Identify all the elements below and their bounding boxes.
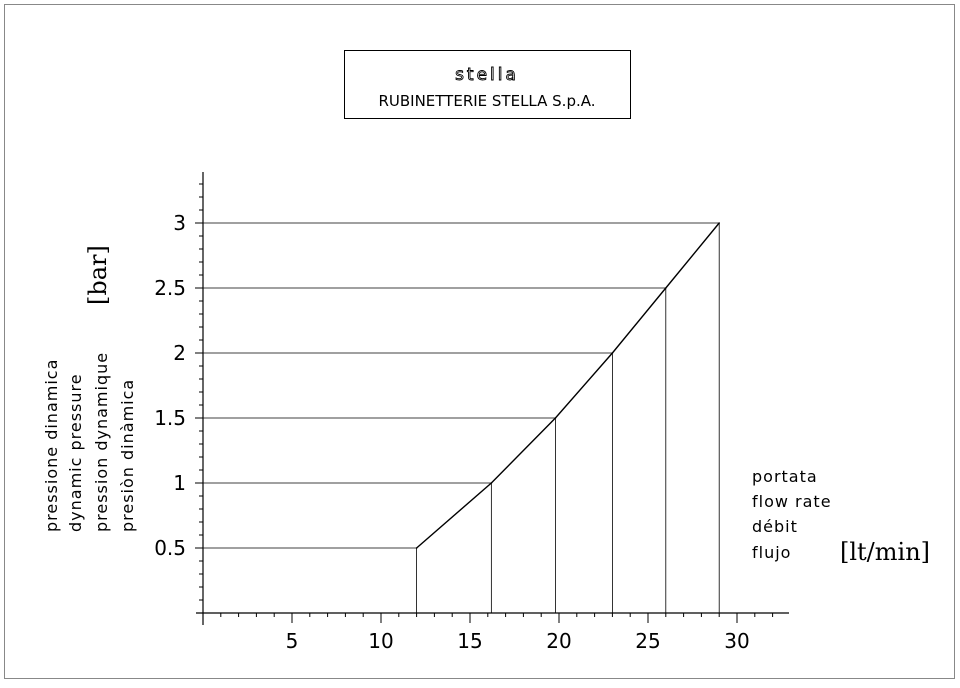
minor-ticks — [195, 183, 774, 623]
y-tick-label: 3 — [173, 211, 186, 235]
y-tick-label: 1.5 — [154, 406, 186, 430]
drop-lines — [203, 222, 720, 613]
xlabel-unit: [lt/min] — [840, 538, 930, 566]
outer-border — [4, 4, 955, 679]
ylabel-unit: [bar] — [84, 245, 112, 305]
data-point — [490, 482, 493, 484]
ylabel-line-1: pressione dinamica — [42, 359, 61, 532]
header-box: stella RUBINETTERIE STELLA S.p.A. — [344, 50, 631, 119]
data-point — [554, 417, 557, 419]
x-tick-label: 30 — [724, 629, 749, 653]
company-name: RUBINETTERIE STELLA S.p.A. — [378, 92, 595, 110]
x-tick-label: 5 — [286, 629, 299, 653]
xlabel-line-4: flujo — [752, 543, 791, 562]
x-tick-label: 15 — [457, 629, 482, 653]
y-axis-label: pressione dinamica dynamic pressure pres… — [42, 245, 137, 532]
data-point — [718, 222, 720, 224]
xlabel-line-3: débit — [752, 517, 798, 536]
series-line — [416, 222, 720, 549]
series-group — [415, 222, 720, 549]
ylabel-line-2: dynamic pressure — [66, 373, 85, 532]
ylabel-line-4: presiòn dinàmica — [118, 379, 137, 532]
xlabel-line-1: portata — [752, 467, 818, 486]
y-tick-labels: 0.5 1 1.5 2 2.5 3 — [154, 211, 186, 560]
data-point — [415, 547, 418, 549]
y-tick-label: 0.5 — [154, 536, 186, 560]
x-tick-label: 10 — [368, 629, 393, 653]
x-tick-label: 25 — [635, 629, 660, 653]
y-tick-label: 2.5 — [154, 276, 186, 300]
x-tick-label: 20 — [546, 629, 571, 653]
x-axis-label: portata flow rate débit flujo [lt/min] — [752, 467, 930, 566]
xlabel-line-2: flow rate — [752, 492, 832, 511]
y-tick-label: 1 — [173, 471, 186, 495]
y-tick-label: 2 — [173, 341, 186, 365]
header-border — [344, 50, 631, 119]
x-tick-labels: 5 10 15 20 25 30 — [286, 629, 750, 653]
stella-logo: stella — [455, 65, 519, 85]
data-point — [665, 287, 667, 289]
ylabel-line-3: pression dynamique — [92, 352, 111, 532]
data-point — [611, 352, 614, 354]
